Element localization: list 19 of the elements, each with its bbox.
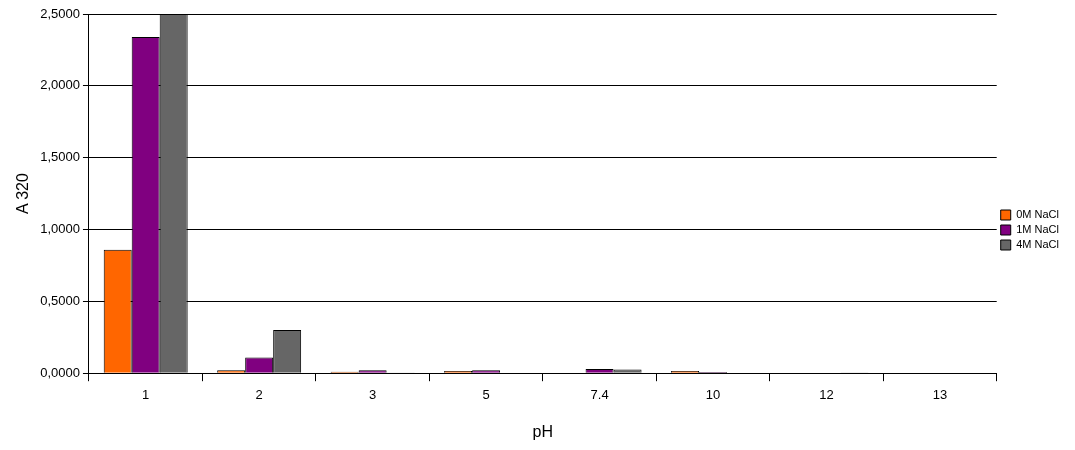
y-tick-label: 2,5000	[40, 5, 80, 21]
legend-label: 0M NaCl	[1016, 208, 1060, 221]
x-tick-label: 13	[932, 386, 948, 402]
legend-label: 1M NaCl	[1016, 223, 1060, 236]
x-tick-label: 7.4	[590, 386, 609, 402]
y-tick-label: 0,5000	[40, 292, 80, 308]
x-tick-label: 12	[819, 386, 834, 402]
y-axis-title: A 320	[14, 173, 32, 215]
legend-label: 4M NaCl	[1016, 238, 1060, 251]
x-tick-label: 1	[142, 386, 150, 402]
y-tick-label: 2,0000	[40, 77, 80, 93]
x-tick-label: 2	[255, 386, 263, 402]
x-tick-label: 3	[369, 386, 377, 402]
y-tick-label: 0,0000	[40, 364, 80, 380]
y-tick-label: 1,5000	[40, 149, 80, 165]
x-tick-label: 10	[705, 386, 721, 402]
x-tick-label: 5	[482, 386, 490, 402]
x-axis-title: pH	[532, 422, 554, 440]
y-tick-label: 1,0000	[40, 221, 80, 237]
